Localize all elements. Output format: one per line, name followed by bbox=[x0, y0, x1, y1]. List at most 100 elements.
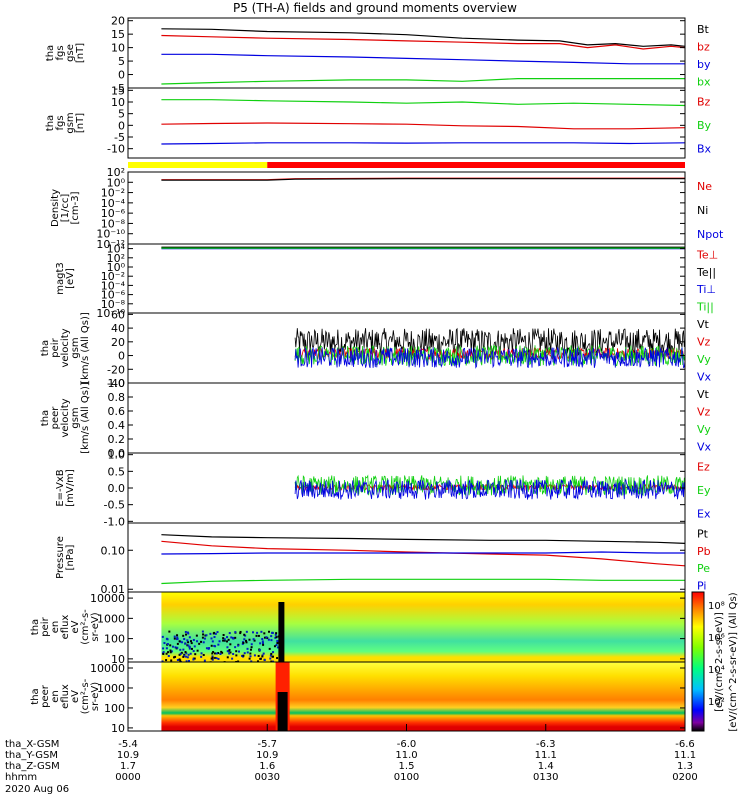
y-axis-label: tha bbox=[45, 115, 56, 131]
y-axis-label: fgs bbox=[55, 115, 66, 130]
spectrogram-pixel bbox=[269, 654, 272, 657]
x-axis-value: 0030 bbox=[255, 772, 280, 783]
spectrogram-pixel bbox=[187, 653, 190, 656]
y-tick-label: -10 bbox=[107, 143, 125, 156]
spectrogram-pixel bbox=[188, 647, 191, 650]
spectrogram-pixel bbox=[252, 631, 255, 634]
y-axis-label: eflux bbox=[60, 615, 71, 640]
spectrogram-pixel bbox=[243, 638, 246, 641]
spectrogram-pixel bbox=[226, 636, 229, 639]
spectrogram-pixel bbox=[272, 651, 275, 654]
spectrogram-pixel bbox=[235, 650, 238, 653]
y-tick-label: 0.6 bbox=[108, 405, 126, 418]
spectrogram-pixel bbox=[261, 640, 264, 643]
y-tick-label: -1.0 bbox=[104, 515, 125, 528]
spectrogram-pixel bbox=[192, 638, 195, 641]
spectrogram-pixel bbox=[229, 651, 232, 654]
data-gap bbox=[277, 692, 288, 731]
y-axis-label: tha bbox=[40, 410, 51, 426]
y-tick-label: 10⁻⁶ bbox=[101, 207, 126, 220]
y-tick-label: -20 bbox=[107, 363, 125, 376]
y-tick-label: 0.01 bbox=[101, 583, 126, 596]
legend-entry: Bz bbox=[697, 96, 711, 109]
x-axis-value: 0100 bbox=[394, 772, 419, 783]
y-axis-label: (cm²-s- bbox=[80, 609, 91, 645]
legend-entry: Ti|| bbox=[696, 300, 714, 313]
y-axis-label: Pressure bbox=[55, 536, 66, 579]
y-tick-label: 5 bbox=[118, 108, 125, 121]
spectrogram-pixel bbox=[232, 653, 235, 656]
series-line-Vt bbox=[294, 327, 686, 356]
y-tick-label: -5 bbox=[114, 131, 125, 144]
legend-entry: Vt bbox=[697, 318, 710, 331]
spectrogram-pixel bbox=[200, 652, 203, 655]
spectrogram-pixel bbox=[190, 647, 193, 650]
spectrogram-pixel bbox=[219, 652, 222, 655]
spectrogram-pixel bbox=[173, 656, 176, 659]
spectrogram-pixel bbox=[263, 632, 266, 635]
legend-entry: Ni bbox=[697, 204, 708, 217]
colorbar bbox=[691, 591, 705, 732]
spectrogram-pixel bbox=[257, 634, 260, 637]
spectrogram-pixel bbox=[209, 632, 212, 635]
spectrogram-pixel bbox=[187, 641, 190, 644]
spectrogram-pixel bbox=[242, 641, 245, 644]
spectrogram-pixel bbox=[217, 643, 220, 646]
spectrogram-pixel bbox=[196, 640, 199, 643]
spectrogram-pixel bbox=[176, 642, 179, 645]
spectrogram-pixel bbox=[214, 656, 217, 659]
y-axis-label: [eV] bbox=[65, 268, 76, 289]
y-axis-label: [nT] bbox=[75, 43, 86, 63]
legend-entry: Npot bbox=[697, 228, 724, 241]
spectrogram-pixel bbox=[211, 640, 214, 643]
spectrogram-pixel bbox=[203, 659, 206, 662]
spectrogram-pixel bbox=[270, 639, 273, 642]
panel-frame bbox=[127, 171, 686, 245]
spectrogram-pixel bbox=[182, 634, 185, 637]
y-tick-label: 60 bbox=[111, 308, 125, 321]
y-tick-label: 100 bbox=[104, 633, 125, 646]
spectrogram-pixel bbox=[239, 630, 242, 633]
spectrogram-pixel bbox=[250, 643, 253, 646]
spectrogram-pixel bbox=[186, 656, 189, 659]
spectrogram-pixel bbox=[193, 657, 196, 660]
x-axis-value: 1.4 bbox=[538, 761, 554, 772]
y-axis-label: velocity bbox=[60, 328, 71, 367]
y-axis-label: [km/s (All Qs)] bbox=[80, 382, 91, 454]
y-axis-label: sr-eV) bbox=[90, 612, 101, 641]
spectrogram-pixel bbox=[222, 637, 225, 640]
spectrogram-pixel bbox=[183, 638, 186, 641]
x-axis-value: -5.4 bbox=[118, 739, 138, 750]
spectrogram-pixel bbox=[181, 641, 184, 644]
spectrogram-pixel bbox=[226, 656, 229, 659]
y-axis-label: peir bbox=[50, 337, 61, 357]
data-gap bbox=[278, 602, 285, 662]
y-axis-label: tha bbox=[30, 688, 41, 704]
spectrogram-pixel bbox=[253, 654, 256, 657]
y-axis-label: gse bbox=[65, 44, 76, 62]
spectrogram-pixel bbox=[204, 634, 207, 637]
spectrogram-pixel bbox=[210, 637, 213, 640]
spectrogram-pixel bbox=[195, 634, 198, 637]
legend-entry: Te|| bbox=[696, 266, 716, 279]
spectrogram-pixel bbox=[270, 652, 273, 655]
spectrogram-pixel bbox=[176, 658, 179, 661]
spectrogram-pixel bbox=[211, 656, 214, 659]
spectrogram-pixel bbox=[198, 642, 201, 645]
spectrogram-pixel bbox=[165, 659, 168, 662]
x-axis-value: 11.0 bbox=[395, 750, 417, 761]
y-tick-label: 10 bbox=[111, 653, 125, 666]
legend-entry: Vz bbox=[697, 405, 711, 418]
spectrogram-pixel bbox=[259, 642, 262, 645]
panel-frame bbox=[127, 243, 686, 314]
legend-entry: Vx bbox=[697, 440, 712, 453]
y-tick-label: -0.5 bbox=[104, 499, 125, 512]
spectrogram-pixel bbox=[179, 659, 182, 662]
spectrogram-pixel bbox=[184, 642, 187, 645]
y-axis-label: [cm-3] bbox=[70, 191, 81, 224]
y-tick-label: -5 bbox=[114, 82, 125, 95]
y-axis-label: sr-eV) bbox=[90, 682, 101, 711]
spectrogram-pixel bbox=[217, 657, 220, 660]
